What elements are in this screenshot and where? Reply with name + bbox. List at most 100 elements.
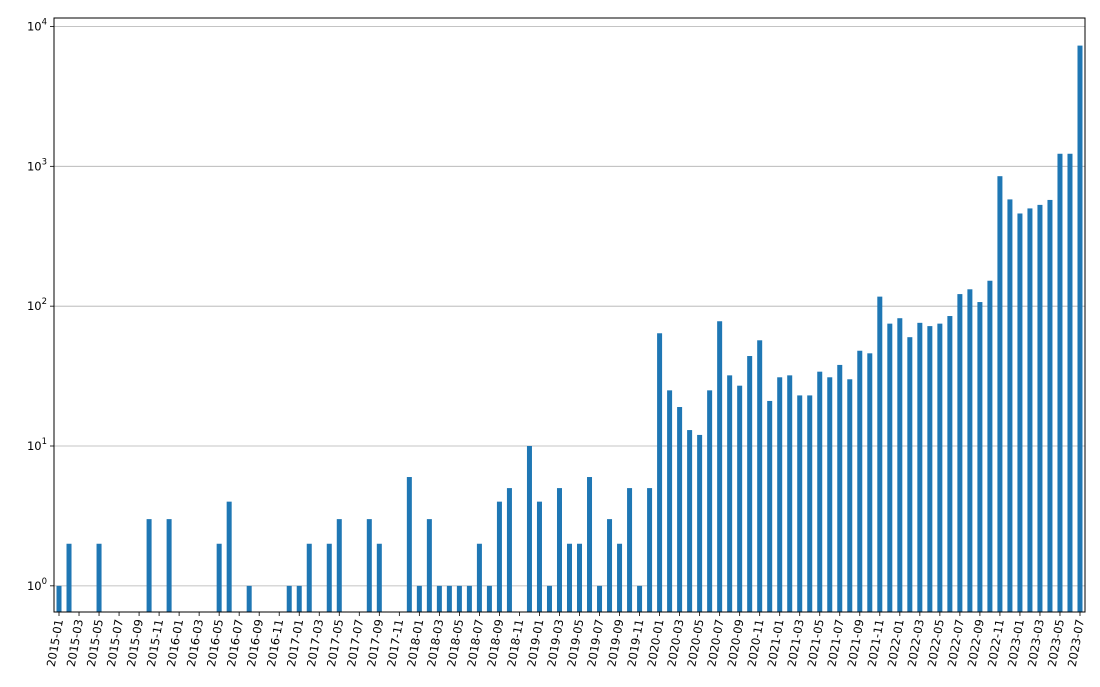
bar	[246, 585, 252, 612]
x-tick-label: 2021-07	[825, 618, 847, 668]
x-tick-label: 2017-09	[364, 618, 386, 668]
bar	[546, 585, 552, 612]
bar	[907, 337, 913, 612]
bar	[787, 375, 793, 612]
bar	[286, 585, 292, 612]
bar	[526, 446, 532, 612]
bar	[957, 294, 963, 612]
bar	[1007, 199, 1013, 612]
bar	[817, 371, 823, 612]
x-tick-label: 2017-03	[304, 618, 326, 668]
bar	[556, 488, 562, 612]
bar	[166, 519, 172, 612]
x-tick-label: 2015-01	[44, 618, 66, 668]
x-tick-label: 2017-01	[284, 618, 306, 668]
x-tick-label: 2022-11	[985, 618, 1007, 668]
x-tick-label: 2020-03	[664, 618, 686, 668]
x-tick-label: 2018-11	[504, 618, 526, 668]
x-tick-label: 2015-05	[84, 618, 106, 668]
x-tick-label: 2015-07	[104, 618, 126, 668]
bar	[727, 375, 733, 612]
bar	[617, 543, 623, 612]
bar	[607, 519, 613, 612]
x-tick-label: 2017-07	[344, 618, 366, 668]
bar	[747, 356, 753, 612]
bar	[927, 326, 933, 612]
bar	[1067, 153, 1073, 612]
bar	[717, 321, 723, 612]
bar	[446, 585, 452, 612]
bar	[536, 501, 542, 612]
bar	[997, 176, 1003, 613]
bar	[1077, 45, 1083, 612]
y-tick-label: 104	[27, 17, 47, 33]
bar	[587, 477, 593, 612]
x-tick-label: 2019-01	[524, 618, 546, 668]
x-tick-label: 2022-01	[885, 618, 907, 668]
bar	[376, 543, 382, 612]
x-tick-label: 2021-11	[865, 618, 887, 668]
x-tick-label: 2016-03	[184, 618, 206, 668]
x-tick-label: 2016-09	[244, 618, 266, 668]
bar	[647, 488, 653, 612]
bar	[1017, 213, 1023, 613]
plot-frame	[53, 17, 1086, 613]
x-tick-label: 2021-05	[805, 618, 827, 668]
bar	[857, 350, 863, 612]
bar	[697, 434, 703, 612]
x-tick-label: 2018-07	[464, 618, 486, 668]
x-tick-label: 2015-09	[124, 618, 146, 668]
x-tick-label: 2022-03	[905, 618, 927, 668]
x-tick-label: 2022-07	[945, 618, 967, 668]
x-tick-label: 2015-03	[64, 618, 86, 668]
bar	[767, 400, 773, 612]
y-tick-label: 103	[27, 157, 47, 173]
bar	[977, 302, 983, 612]
bar	[96, 543, 102, 612]
x-tick-label: 2023-05	[1045, 618, 1067, 668]
x-tick-label: 2019-05	[564, 618, 586, 668]
bar	[366, 519, 372, 612]
bar	[707, 390, 713, 612]
bar	[777, 377, 783, 612]
bar	[687, 430, 693, 612]
x-tick-label: 2022-05	[925, 618, 947, 668]
x-tick-label: 2020-07	[704, 618, 726, 668]
bar	[937, 323, 943, 612]
bar	[436, 585, 442, 612]
bar	[757, 340, 763, 612]
bar	[837, 364, 843, 612]
bar	[737, 385, 743, 612]
x-tick-label: 2020-05	[684, 618, 706, 668]
bar	[216, 543, 222, 612]
x-tick-label: 2018-09	[484, 618, 506, 668]
bar	[326, 543, 332, 612]
bar	[847, 379, 853, 612]
bar	[867, 353, 873, 612]
bar	[597, 585, 603, 612]
x-tick-label: 2018-03	[424, 618, 446, 668]
x-tick-label: 2018-05	[444, 618, 466, 668]
bar	[797, 395, 803, 612]
bar	[807, 395, 813, 612]
x-tick-label: 2020-09	[724, 618, 746, 668]
x-tick-label: 2017-05	[324, 618, 346, 668]
x-tick-label: 2017-11	[384, 618, 406, 668]
bar	[466, 585, 472, 612]
bar	[1027, 208, 1033, 612]
bar	[637, 585, 643, 612]
x-tick-label: 2023-07	[1065, 618, 1087, 668]
bar	[476, 543, 482, 612]
x-tick-label: 2022-09	[965, 618, 987, 668]
bar	[657, 333, 663, 612]
bar	[566, 543, 573, 612]
bar	[56, 585, 62, 612]
x-tick-label: 2021-03	[785, 618, 807, 668]
bar	[496, 501, 502, 612]
y-tick-label: 100	[27, 577, 47, 593]
bar	[1037, 204, 1043, 612]
x-tick-label: 2023-01	[1005, 618, 1027, 668]
y-tick-label: 101	[27, 437, 47, 453]
bar	[827, 377, 833, 612]
